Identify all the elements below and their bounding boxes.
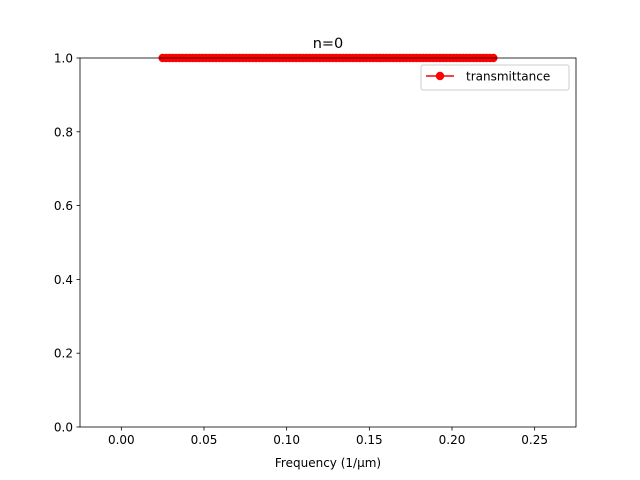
legend: transmittance (420, 64, 570, 91)
y-tick-label: 1.0 (54, 52, 73, 66)
legend-box (420, 64, 570, 91)
chart-title: n=0 (313, 36, 344, 52)
y-tick-label: 0.2 (54, 347, 73, 361)
x-tick-label: 0.20 (439, 433, 466, 447)
x-tick-label: 0.25 (521, 433, 548, 447)
x-tick-label: 0.05 (191, 433, 218, 447)
x-tick-label: 0.10 (273, 433, 300, 447)
x-axis-ticks: 0.00 0.05 0.10 0.15 0.20 0.25 (108, 427, 548, 447)
y-tick-label: 0.4 (54, 273, 73, 287)
y-axis-ticks: 0.0 0.2 0.4 0.6 0.8 1.0 (54, 52, 80, 435)
x-tick-label: 0.15 (356, 433, 383, 447)
y-tick-label: 0.8 (54, 125, 73, 139)
plot-area-frame (79, 57, 577, 428)
legend-label-transmittance: transmittance (466, 70, 550, 84)
x-tick-label: 0.00 (108, 433, 135, 447)
y-tick-label: 0.0 (54, 421, 73, 435)
y-tick-label: 0.6 (54, 199, 73, 213)
legend-marker-swatch (435, 71, 445, 81)
x-axis-label: Frequency (1/μm) (275, 456, 381, 470)
